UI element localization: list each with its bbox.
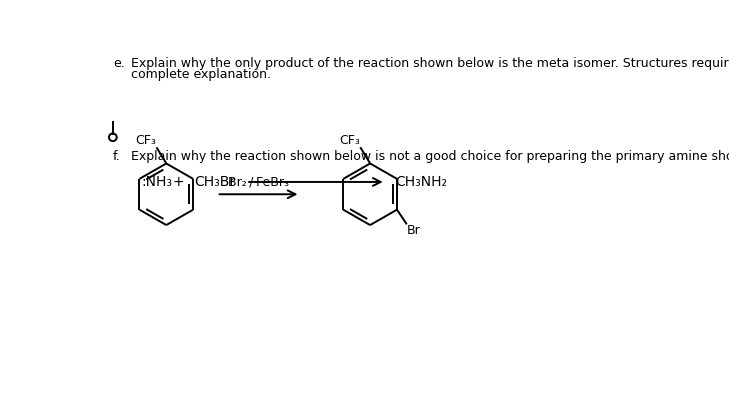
Text: +: + <box>172 175 184 189</box>
Text: CF₃: CF₃ <box>339 134 360 147</box>
Text: Explain why the only product of the reaction shown below is the meta isomer. Str: Explain why the only product of the reac… <box>131 57 729 70</box>
Text: CH₃Br: CH₃Br <box>194 175 235 189</box>
Text: Explain why the reaction shown below is not a good choice for preparing the prim: Explain why the reaction shown below is … <box>131 150 729 163</box>
Text: Br: Br <box>407 224 421 237</box>
Text: complete explanation.: complete explanation. <box>131 68 271 81</box>
Text: CF₃: CF₃ <box>136 134 156 147</box>
Text: f.: f. <box>113 150 120 163</box>
Text: CH₃NH₂: CH₃NH₂ <box>396 175 448 189</box>
Text: :NH₃: :NH₃ <box>141 175 173 189</box>
Text: Br₂ / FeBr₃: Br₂ / FeBr₃ <box>228 175 289 188</box>
Text: e.: e. <box>113 57 125 70</box>
